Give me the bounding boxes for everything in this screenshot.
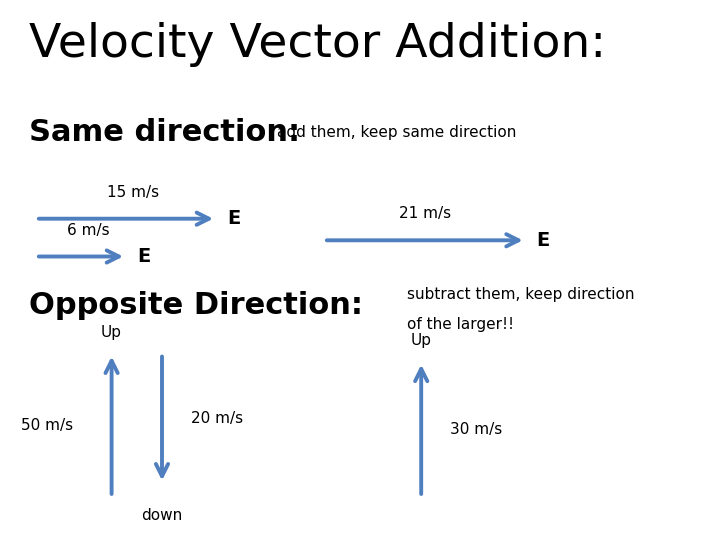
Text: down: down <box>141 508 183 523</box>
Text: add them, keep same direction: add them, keep same direction <box>277 125 516 140</box>
Text: Opposite Direction:: Opposite Direction: <box>29 291 363 320</box>
Text: 20 m/s: 20 m/s <box>191 411 243 426</box>
Text: 6 m/s: 6 m/s <box>67 222 109 238</box>
Text: 15 m/s: 15 m/s <box>107 185 159 200</box>
Text: E: E <box>227 209 240 228</box>
Text: 21 m/s: 21 m/s <box>399 206 451 221</box>
Text: 30 m/s: 30 m/s <box>450 422 503 437</box>
Text: Up: Up <box>101 325 122 340</box>
Text: Same direction:: Same direction: <box>29 118 300 147</box>
Text: subtract them, keep direction: subtract them, keep direction <box>407 287 634 302</box>
Text: of the larger!!: of the larger!! <box>407 316 514 332</box>
Text: Velocity Vector Addition:: Velocity Vector Addition: <box>29 22 606 66</box>
Text: E: E <box>536 231 549 250</box>
Text: Up: Up <box>410 333 432 348</box>
Text: E: E <box>137 247 150 266</box>
Text: 50 m/s: 50 m/s <box>21 418 73 433</box>
